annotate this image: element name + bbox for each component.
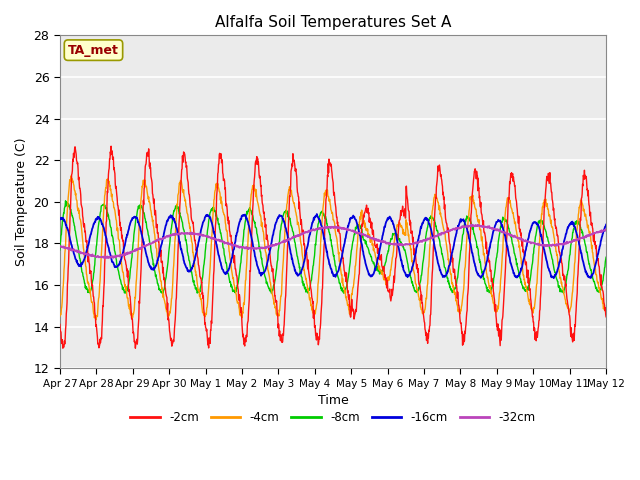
Title: Alfalfa Soil Temperatures Set A: Alfalfa Soil Temperatures Set A (215, 15, 451, 30)
Legend: -2cm, -4cm, -8cm, -16cm, -32cm: -2cm, -4cm, -8cm, -16cm, -32cm (125, 407, 540, 429)
Y-axis label: Soil Temperature (C): Soil Temperature (C) (15, 137, 28, 266)
X-axis label: Time: Time (317, 394, 348, 407)
Text: TA_met: TA_met (68, 44, 119, 57)
